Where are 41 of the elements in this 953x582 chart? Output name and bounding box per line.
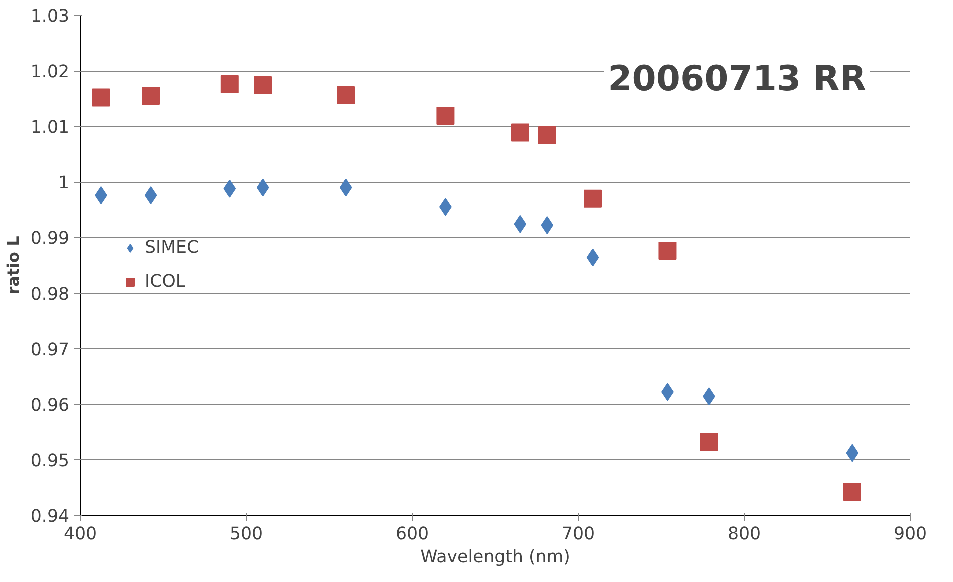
x-tick-label: 400 (64, 524, 98, 544)
point (538, 126, 556, 144)
point (224, 180, 236, 198)
y-tick-label: 0.94 (30, 507, 70, 527)
y-tick-label: 1.03 (30, 7, 70, 27)
legend-label: SIMEC (145, 238, 200, 258)
point (514, 215, 527, 234)
point (846, 444, 859, 462)
point (340, 178, 352, 197)
point (254, 76, 272, 94)
point (337, 86, 356, 104)
y-tick-label: 1.02 (30, 62, 70, 83)
text: 20060713 RR (608, 60, 867, 100)
point (511, 124, 530, 142)
y-axis-title: ratio L (4, 236, 23, 295)
x-tick-label: 800 (728, 524, 762, 544)
point (142, 87, 160, 106)
point (586, 248, 600, 267)
x-tick-label: 500 (230, 524, 264, 544)
x-tick-label: 900 (894, 524, 928, 544)
y-tick-label: 0.97 (30, 340, 70, 360)
point (436, 107, 455, 126)
point (256, 178, 270, 197)
y-tick-label: 0.95 (30, 451, 70, 472)
y-tick-label: 1.01 (30, 118, 70, 138)
point (92, 88, 110, 107)
legend-label: ICOL (145, 272, 186, 292)
x-tick-label: 600 (396, 524, 430, 544)
point (220, 75, 239, 94)
point (700, 433, 718, 452)
y-tick-label: 0.99 (30, 229, 70, 250)
x-tick-label: 700 (562, 524, 596, 544)
y-tick-label: 0.96 (30, 396, 70, 416)
point (144, 186, 158, 204)
x-axis-title: Wavelength (nm) (420, 548, 570, 568)
point (843, 483, 862, 502)
y-tick-label: 0.98 (30, 284, 70, 305)
y-tick-label: 1 (58, 174, 70, 194)
point (584, 190, 602, 208)
point (541, 216, 554, 234)
point (658, 242, 677, 260)
